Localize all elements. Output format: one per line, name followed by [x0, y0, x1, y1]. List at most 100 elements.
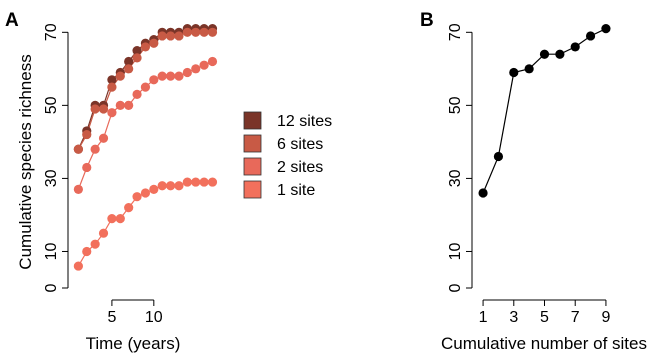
panel-a-data-point: [132, 192, 142, 202]
panel-a-x-tick-label: 10: [145, 309, 163, 326]
panel-a-data-point: [207, 27, 218, 37]
panel-b-axes: 0 10 30 50 70 1 3 5 7 9: [447, 23, 610, 326]
panel-b-data-point: [493, 151, 504, 162]
panel-a-data-point: [140, 82, 151, 92]
panel-b-x-tick-label: 9: [601, 309, 610, 326]
panel-a-data-point: [157, 71, 167, 81]
panel-b-x-tick-label: 3: [509, 309, 518, 326]
panel-a-data-point: [182, 177, 192, 187]
panel-a-data-point: [132, 53, 142, 63]
panel-a-data-point: [82, 129, 92, 140]
panel-b: B Cumulative number of sites 0 10 30 50 70 1 3…: [420, 10, 647, 353]
panel-b-data-point: [601, 24, 611, 34]
legend-label: 1 site: [277, 182, 315, 199]
panel-a-data-point: [98, 133, 109, 143]
panel-b-x-tick-label: 1: [479, 309, 488, 326]
panel-b-data-point: [478, 188, 488, 198]
panel-a-series-line: [77, 60, 213, 190]
legend: 12 sites 6 sites 2 sites 1 site: [243, 111, 332, 199]
panel-a-plot: [73, 24, 218, 271]
panel-a-data-point: [149, 184, 159, 194]
panel-a-data-point: [124, 203, 134, 213]
panel-a-data-point: [73, 261, 83, 271]
panel-a-data-point: [132, 45, 142, 56]
panel-a: A Cumulative species richness Time (year…: [5, 10, 332, 353]
panel-a-data-point: [107, 108, 117, 118]
panel-a-data-point: [124, 100, 134, 110]
panel-a-data-point: [165, 31, 176, 41]
panel-b-data-point: [585, 31, 596, 41]
legend-swatch: [243, 157, 262, 176]
panel-a-data-point: [98, 228, 109, 238]
panel-a-y-tick-label: 70: [43, 23, 60, 41]
panel-b-data-point: [509, 67, 519, 78]
panel-a-y-tick-label: 50: [43, 96, 60, 114]
panel-a-data-point: [199, 177, 209, 187]
panel-a-data-point: [157, 181, 167, 191]
panel-a-data-point: [115, 213, 125, 224]
panel-a-data-point: [107, 213, 117, 224]
panel-a-ylabel: Cumulative species richness: [16, 54, 35, 269]
panel-a-data-point: [149, 38, 159, 48]
panel-a-data-point: [191, 27, 201, 37]
panel-b-data-point: [555, 49, 565, 59]
panel-a-data-point: [90, 104, 100, 114]
panel-a-data-point: [207, 56, 218, 67]
panel-a-data-point: [115, 71, 125, 81]
panel-b-x-tick-label: 5: [540, 309, 549, 326]
panel-a-data-point: [124, 64, 134, 74]
legend-label: 2 sites: [277, 159, 323, 176]
panel-b-y-tick-label: 10: [447, 242, 464, 260]
legend-swatch: [243, 111, 262, 130]
panel-b-x-tick-label: 7: [571, 309, 580, 326]
legend-swatch: [243, 180, 262, 199]
panel-a-data-point: [98, 104, 109, 114]
panel-a-data-point: [82, 162, 92, 173]
panel-b-y-tick-label: 30: [447, 169, 464, 187]
panel-a-data-point: [182, 67, 192, 78]
panel-a-data-point: [115, 100, 125, 110]
panel-b-plot: [478, 24, 611, 198]
panel-a-axes: 0 10 30 50 70 5 10: [43, 23, 163, 326]
panel-a-data-point: [90, 144, 100, 154]
panel-a-data-point: [82, 246, 92, 257]
panel-a-data-point: [90, 239, 100, 249]
legend-label: 12 sites: [277, 113, 332, 130]
panel-a-data-point: [191, 64, 201, 74]
panel-a-data-point: [73, 184, 83, 194]
legend-label: 6 sites: [277, 136, 323, 153]
panel-a-xlabel: Time (years): [86, 334, 181, 353]
panel-a-data-point: [174, 71, 184, 81]
panel-b-label: B: [420, 10, 434, 31]
panel-a-data-point: [182, 27, 192, 37]
panel-b-data-point: [539, 49, 550, 59]
panel-a-data-point: [132, 89, 142, 100]
panel-a-data-point: [149, 75, 159, 85]
panel-b-y-tick-label: 0: [447, 283, 464, 292]
panel-b-xlabel: Cumulative number of sites: [441, 334, 647, 353]
panel-a-data-point: [140, 188, 151, 198]
panel-b-y-tick-label: 50: [447, 96, 464, 114]
panel-a-data-point: [199, 27, 209, 37]
panel-a-data-point: [157, 31, 167, 41]
panel-a-data-point: [73, 144, 83, 154]
panel-b-data-point: [524, 64, 534, 74]
legend-swatch: [243, 134, 262, 153]
panel-a-data-point: [191, 177, 201, 187]
panel-a-label: A: [5, 10, 19, 31]
panel-a-data-point: [199, 60, 209, 70]
panel-a-data-point: [107, 82, 117, 92]
panel-a-data-point: [174, 31, 184, 41]
panel-a-data-point: [165, 71, 176, 81]
panel-a-x-tick-label: 5: [107, 309, 116, 326]
panel-a-y-tick-label: 10: [43, 242, 60, 260]
panel-b-data-point: [570, 42, 580, 52]
panel-a-data-point: [174, 181, 184, 191]
panel-a-data-point: [107, 75, 117, 85]
panel-a-data-point: [207, 177, 218, 187]
panel-a-data-point: [165, 181, 176, 191]
panel-a-data-point: [140, 42, 151, 52]
panel-a-y-tick-label: 30: [43, 169, 60, 187]
panel-b-y-tick-label: 70: [447, 23, 464, 41]
